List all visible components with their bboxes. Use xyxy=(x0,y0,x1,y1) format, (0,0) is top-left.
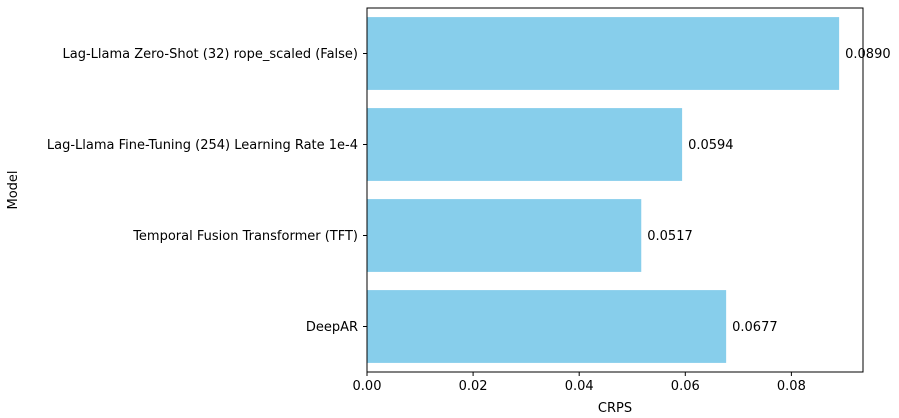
y-category-labels: Lag-Llama Zero-Shot (32) rope_scaled (Fa… xyxy=(47,47,367,335)
y-category-label: DeepAR xyxy=(306,320,358,335)
y-category-label: Lag-Llama Zero-Shot (32) rope_scaled (Fa… xyxy=(63,47,359,62)
x-tick-label: 0.04 xyxy=(565,379,594,394)
x-tick-label: 0.02 xyxy=(459,379,488,394)
y-axis-label: Model xyxy=(6,170,21,209)
y-category-label: Temporal Fusion Transformer (TFT) xyxy=(132,229,358,244)
bar-value-label: 0.0890 xyxy=(845,47,891,62)
y-category-label: Lag-Llama Fine-Tuning (254) Learning Rat… xyxy=(47,138,358,153)
bar-value-label: 0.0677 xyxy=(732,320,778,335)
value-labels-group: 0.0890 0.0594 0.0517 0.0677 xyxy=(647,47,890,335)
bar xyxy=(367,199,642,272)
bars-group xyxy=(367,17,840,363)
x-tick-labels: 0.00 0.02 0.04 0.06 0.08 xyxy=(353,372,806,394)
x-tick-label: 0.06 xyxy=(671,379,700,394)
x-axis-label: CRPS xyxy=(598,401,632,416)
bar xyxy=(367,290,727,363)
x-tick-label: 0.00 xyxy=(353,379,382,394)
bar-value-label: 0.0594 xyxy=(688,138,734,153)
x-tick-label: 0.08 xyxy=(777,379,806,394)
bar xyxy=(367,108,683,181)
bar-value-label: 0.0517 xyxy=(647,229,693,244)
bar xyxy=(367,17,840,90)
plot-area-frame xyxy=(366,7,864,373)
